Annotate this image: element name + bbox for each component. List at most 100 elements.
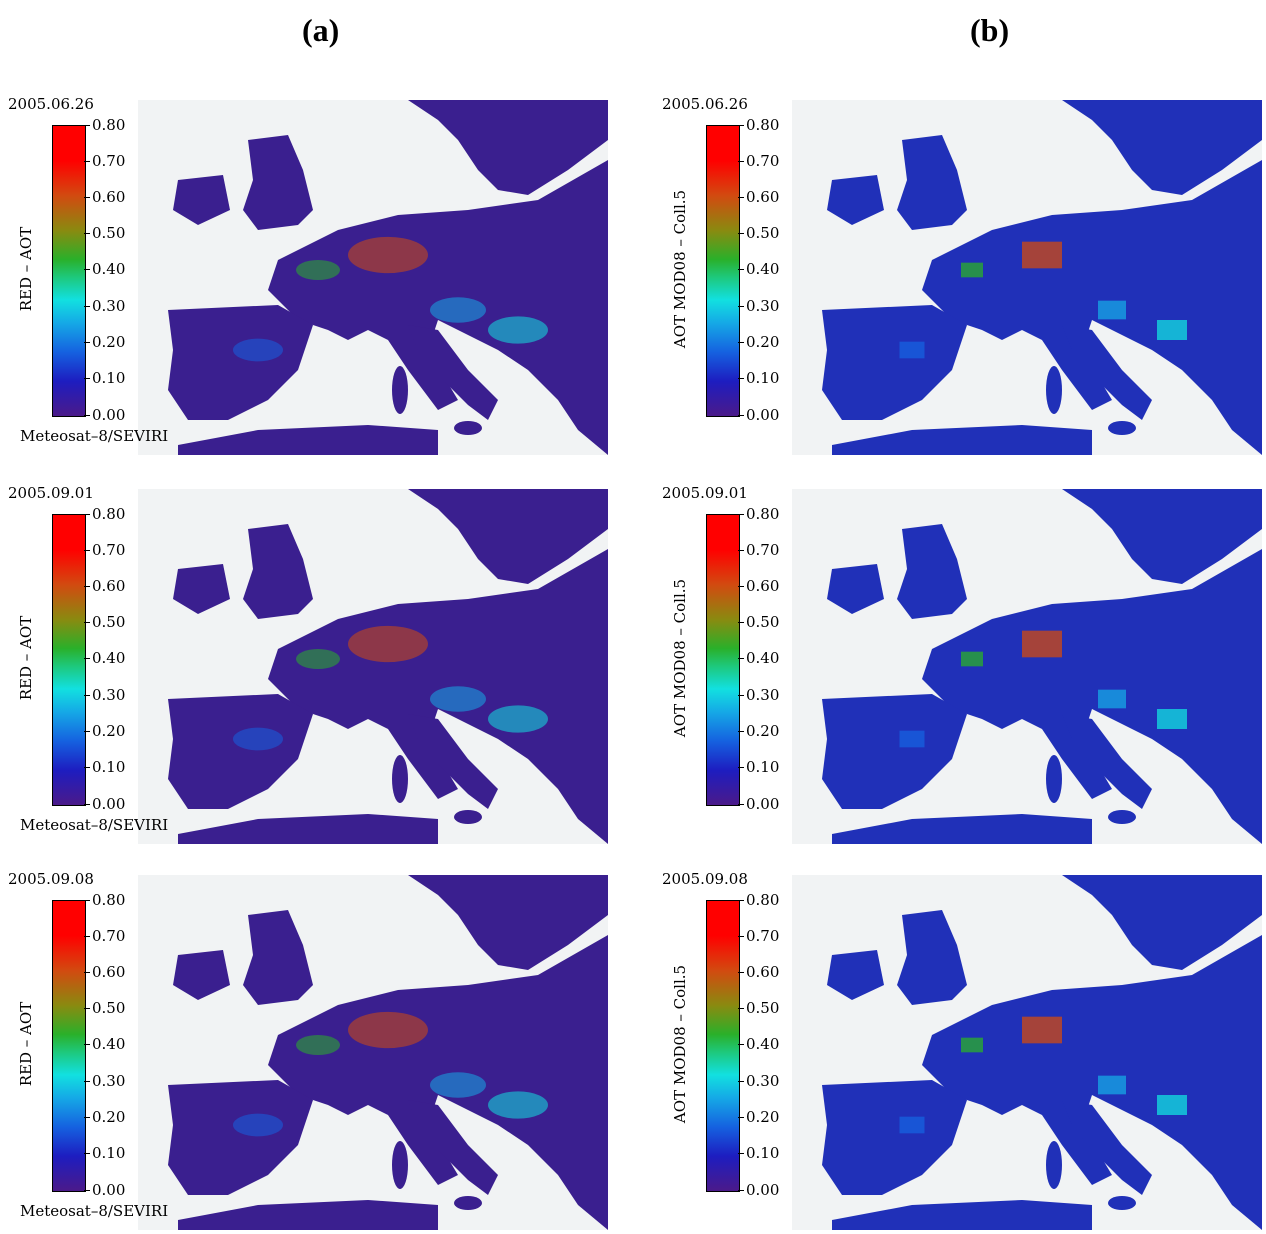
map-europe bbox=[792, 489, 1262, 844]
land-italy bbox=[408, 714, 498, 809]
colorbar-tick-label: 0.00 bbox=[738, 1181, 779, 1199]
colorbar-tick-label: 0.40 bbox=[84, 1035, 125, 1053]
colorbar-tick-label: 0.10 bbox=[738, 758, 779, 776]
aerosol-patch bbox=[233, 338, 283, 362]
panel-date: 2005.09.01 bbox=[662, 484, 748, 502]
land-continent bbox=[922, 935, 1262, 1230]
colorbar-tick-label: 0.70 bbox=[738, 541, 779, 559]
land-north-africa bbox=[178, 814, 438, 844]
land-iberia bbox=[822, 305, 967, 420]
land-britain bbox=[243, 524, 313, 619]
colorbar-tick-label: 0.50 bbox=[84, 613, 125, 631]
colorbar-tick-label: 0.30 bbox=[738, 297, 779, 315]
aerosol-patch bbox=[348, 1011, 428, 1049]
map-europe bbox=[138, 489, 608, 844]
aerosol-patch bbox=[348, 236, 428, 274]
colorbar bbox=[706, 900, 740, 1192]
colorbar-tick-label: 0.80 bbox=[738, 116, 779, 134]
aerosol-patch bbox=[1022, 630, 1062, 658]
aerosol-patch bbox=[1157, 709, 1187, 729]
land-sicily bbox=[1108, 1196, 1136, 1210]
colorbar-tick-label: 0.80 bbox=[84, 891, 125, 909]
land-iberia bbox=[168, 1080, 313, 1195]
land-continent bbox=[922, 549, 1262, 844]
land-north-africa bbox=[178, 425, 438, 455]
colorbar-tick-label: 0.40 bbox=[84, 260, 125, 278]
colorbar-ticks: 0.80 0.70 0.60 0.50 0.40 0.30 0.20 0.10 0.00 bbox=[84, 116, 144, 424]
colorbar-tick-label: 0.10 bbox=[84, 1144, 125, 1162]
map-panel: 2005.09.08 0.80 0.70 0.60 0.50 0.40 0.30 0.20 0.… bbox=[8, 870, 608, 1230]
panel-date: 2005.06.26 bbox=[662, 95, 748, 113]
sensor-credit: Meteosat–8/SEVIRI bbox=[20, 1202, 169, 1220]
land-corsica-sardinia bbox=[392, 366, 408, 414]
colorbar-tick-label: 0.20 bbox=[84, 333, 125, 351]
land-italy bbox=[1062, 1100, 1152, 1195]
colorbar-tick-label: 0.30 bbox=[738, 1072, 779, 1090]
colorbar-tick-label: 0.50 bbox=[738, 999, 779, 1017]
colorbar-tick-label: 0.50 bbox=[84, 224, 125, 242]
land-ireland bbox=[173, 950, 230, 1000]
sensor-credit: Meteosat–8/SEVIRI bbox=[20, 427, 169, 445]
aerosol-patch bbox=[1157, 320, 1187, 340]
land-iberia bbox=[168, 694, 313, 809]
land-britain bbox=[243, 135, 313, 230]
land-continent bbox=[922, 160, 1262, 455]
colorbar-tick-label: 0.50 bbox=[738, 224, 779, 242]
aerosol-patch bbox=[296, 260, 340, 280]
land-sicily bbox=[1108, 421, 1136, 435]
aerosol-patch bbox=[1157, 1095, 1187, 1115]
colorbar-tick-label: 0.00 bbox=[738, 406, 779, 424]
colorbar-tick-label: 0.00 bbox=[84, 406, 125, 424]
land-scandinavia bbox=[1062, 489, 1262, 584]
colorbar-tick-label: 0.80 bbox=[738, 505, 779, 523]
land-sicily bbox=[454, 421, 482, 435]
aerosol-patch bbox=[961, 651, 983, 667]
aerosol-patch bbox=[899, 1116, 925, 1134]
colorbar-tick-label: 0.20 bbox=[84, 722, 125, 740]
aerosol-patch bbox=[1098, 689, 1126, 709]
land-ireland bbox=[827, 950, 884, 1000]
land-ireland bbox=[173, 175, 230, 225]
colorbar-tick-label: 0.70 bbox=[84, 152, 125, 170]
map-europe bbox=[792, 875, 1262, 1230]
aerosol-patch bbox=[430, 1072, 486, 1098]
land-britain bbox=[243, 910, 313, 1005]
colorbar-tick-label: 0.00 bbox=[84, 795, 125, 813]
aerosol-patch bbox=[296, 1035, 340, 1055]
aerosol-patch bbox=[430, 686, 486, 712]
colorbar-tick-label: 0.60 bbox=[84, 188, 125, 206]
colorbar-tick-label: 0.50 bbox=[738, 613, 779, 631]
column-label-a: (a) bbox=[302, 12, 340, 48]
colorbar-tick-label: 0.20 bbox=[738, 1108, 779, 1126]
map-frame bbox=[792, 489, 1262, 848]
colorbar-axis-label: RED – AOT bbox=[17, 1001, 35, 1087]
colorbar bbox=[52, 514, 86, 806]
aerosol-patch bbox=[1098, 300, 1126, 320]
sensor-credit: Meteosat–8/SEVIRI bbox=[20, 816, 169, 834]
aerosol-patch bbox=[488, 705, 548, 733]
colorbar-axis-label: RED – AOT bbox=[17, 615, 35, 701]
land-scandinavia bbox=[408, 489, 608, 584]
colorbar bbox=[52, 900, 86, 1192]
land-scandinavia bbox=[408, 100, 608, 195]
land-scandinavia bbox=[1062, 100, 1262, 195]
colorbar-tick-label: 0.60 bbox=[738, 188, 779, 206]
aerosol-patch bbox=[488, 1091, 548, 1119]
map-europe bbox=[138, 875, 608, 1230]
colorbar-ticks: 0.80 0.70 0.60 0.50 0.40 0.30 0.20 0.10 0.00 bbox=[738, 505, 798, 813]
aerosol-patch bbox=[233, 1113, 283, 1137]
colorbar-tick-label: 0.50 bbox=[84, 999, 125, 1017]
land-italy bbox=[1062, 325, 1152, 420]
map-panel: 2005.09.01 0.80 0.70 0.60 0.50 0.40 0.30 0.20 0.… bbox=[662, 484, 1262, 844]
land-italy bbox=[408, 1100, 498, 1195]
colorbar-tick-label: 0.30 bbox=[84, 297, 125, 315]
land-britain bbox=[897, 910, 967, 1005]
land-ireland bbox=[827, 175, 884, 225]
colorbar-tick-label: 0.30 bbox=[84, 686, 125, 704]
map-panel: 2005.06.26 0.80 0.70 0.60 0.50 0.40 0.30 0.20 0.… bbox=[8, 95, 608, 455]
colorbar-tick-label: 0.80 bbox=[84, 116, 125, 134]
colorbar-tick-label: 0.80 bbox=[738, 891, 779, 909]
land-corsica-sardinia bbox=[1046, 1141, 1062, 1189]
colorbar-tick-label: 0.10 bbox=[84, 758, 125, 776]
land-north-africa bbox=[832, 1200, 1092, 1230]
